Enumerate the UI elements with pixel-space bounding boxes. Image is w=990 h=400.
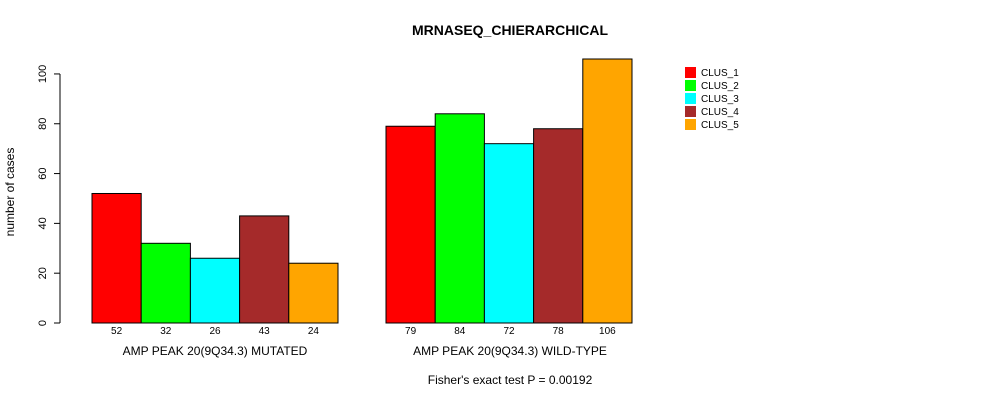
legend: CLUS_1 CLUS_2 CLUS_3 CLUS_4 CLUS_5: [685, 67, 739, 131]
bar-clus-2-group-1: [140, 242, 191, 324]
bar-clus-5-group-1: [288, 262, 339, 324]
bar-value-label: 24: [308, 326, 320, 337]
y-tick-label: 80: [37, 118, 49, 130]
bar-value-label: 84: [454, 326, 466, 337]
y-tick-label: 60: [37, 167, 49, 179]
bar-value-label: 52: [111, 326, 123, 337]
bar-clus-1-group-2: [385, 125, 436, 324]
footnote: Fisher's exact test P = 0.00192: [428, 373, 593, 387]
bar-value-label: 32: [160, 326, 172, 337]
legend-swatch: [685, 67, 696, 78]
group-label-wild-type: AMP PEAK 20(9Q34.3) WILD-TYPE: [413, 344, 607, 358]
chart-title: MRNASEQ_CHIERARCHICAL: [412, 22, 608, 38]
y-tick-label: 20: [37, 267, 49, 279]
bar-clus-3-group-2: [483, 143, 535, 324]
bar-clus-1-group-1: [91, 192, 142, 324]
y-axis-label: number of cases: [3, 148, 17, 237]
legend-label: CLUS_4: [701, 107, 739, 118]
group-label-mutated: AMP PEAK 20(9Q34.3) MUTATED: [123, 344, 308, 358]
bar-value-label: 26: [209, 326, 221, 337]
legend-label: CLUS_5: [701, 120, 739, 131]
legend-swatch: [685, 80, 696, 91]
bar-clus-5-group-2: [582, 58, 633, 324]
bar-clus-4-group-1: [239, 215, 290, 324]
bar-value-label: 43: [259, 326, 271, 337]
bar-clus-2-group-2: [434, 113, 485, 324]
legend-label: CLUS_1: [701, 68, 739, 79]
legend-label: CLUS_3: [701, 94, 739, 105]
legend-swatch: [685, 106, 696, 117]
bar-value-label: 72: [503, 326, 515, 337]
bar-value-labels: 52 79 32 84 26 72 43 78 24 106: [111, 326, 616, 337]
legend-swatch: [685, 119, 696, 130]
legend-swatch: [685, 93, 696, 104]
y-tick-label: 0: [37, 320, 49, 326]
bar-clus-4-group-2: [533, 128, 584, 324]
y-tick-label: 40: [37, 217, 49, 229]
legend-label: CLUS_2: [701, 81, 739, 92]
bar-clus-3-group-1: [189, 257, 241, 324]
bar-value-label: 106: [599, 326, 616, 337]
y-tick-label: 100: [37, 65, 49, 83]
bar-value-label: 79: [405, 326, 417, 337]
y-axis: 0 20 40 60 80 100: [37, 65, 61, 326]
bar-value-label: 78: [553, 326, 565, 337]
bars: [91, 58, 633, 324]
